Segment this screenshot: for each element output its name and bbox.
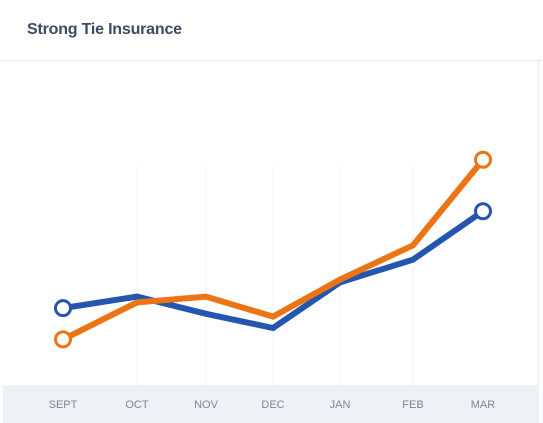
series-1-point-marker[interactable]: [54, 299, 72, 318]
x-tick-label: JAN: [330, 399, 351, 411]
chart-title: Strong Tie Insurance: [27, 21, 182, 38]
card-header: Strong Tie Insurance: [0, 0, 543, 61]
card-right-border: [538, 61, 539, 423]
x-axis-band: [3, 385, 539, 423]
series-2-point-marker[interactable]: [474, 150, 492, 169]
series-line-2: [61, 157, 486, 343]
x-tick-label: NOV: [194, 399, 219, 411]
x-tick-label: OCT: [125, 399, 149, 411]
series-1-point-marker[interactable]: [474, 202, 492, 221]
x-tick-label: DEC: [261, 399, 284, 411]
x-tick-label: MAR: [471, 399, 496, 411]
x-tick-label: FEB: [402, 399, 423, 411]
series-2-point-marker[interactable]: [54, 330, 72, 349]
series-line-1: [62, 208, 485, 332]
x-tick-label: SEPT: [49, 399, 78, 411]
